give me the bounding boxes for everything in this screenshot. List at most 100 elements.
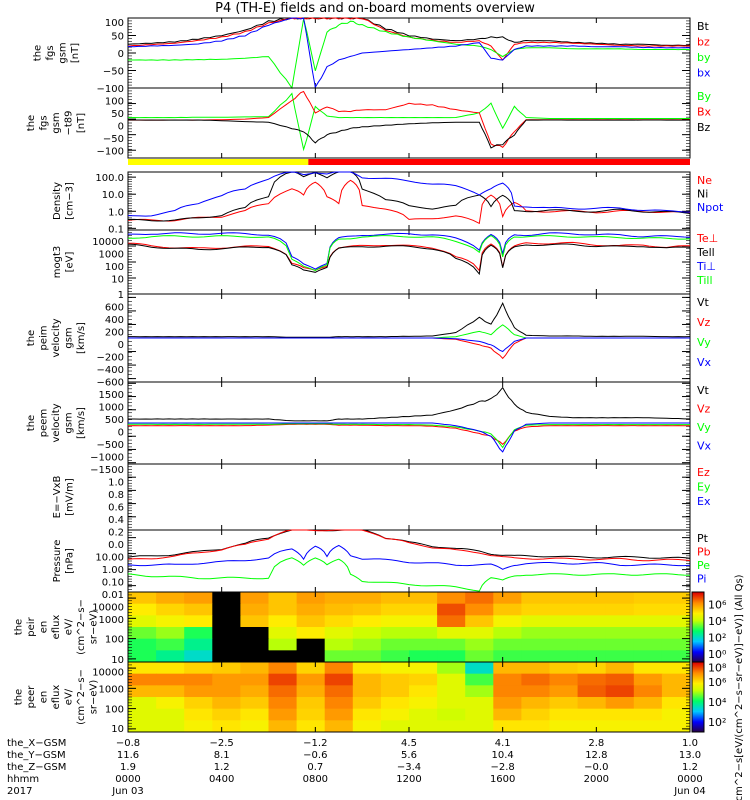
panel-peim_velocity	[128, 301, 691, 360]
spectrogram-cell	[380, 673, 410, 686]
legend-Bt: Bt	[697, 20, 710, 33]
spectrogram-cell	[128, 650, 157, 663]
colorbar-segment	[692, 669, 704, 671]
status-bar-yellow	[128, 159, 309, 165]
x-axis-value: 1200	[396, 774, 421, 785]
colorbar-segment	[692, 628, 704, 630]
colorbar-segment	[692, 703, 704, 705]
colorbar-segment	[692, 690, 704, 692]
y-tick-label: 0.01	[102, 590, 124, 601]
y-tick-label: 0.8	[108, 490, 124, 501]
y-axis-label-line: [nT]	[76, 113, 87, 133]
y-tick-label: −1000	[90, 453, 124, 464]
spectrogram-cell	[661, 592, 691, 605]
legend-Till: Till	[696, 274, 713, 287]
colorbar-segment	[692, 631, 704, 633]
x-axis-value: Jun 03	[111, 786, 144, 797]
spectrogram-cell	[577, 592, 607, 605]
spectrogram-cell	[184, 720, 213, 733]
x-axis-value: Jun 04	[673, 786, 706, 797]
y-axis-label-line: peem	[39, 409, 50, 437]
y-axis-label-line: [nPa]	[64, 548, 75, 574]
y-tick-label: 10.0	[102, 190, 124, 201]
spectrogram-cell	[380, 650, 410, 663]
panel-frame	[127, 529, 691, 593]
spectrogram-cell	[605, 638, 635, 651]
colorbar-segment	[692, 715, 704, 717]
y-tick-label: 1	[118, 290, 124, 301]
spectrogram-cell	[493, 603, 522, 616]
colorbar-segment	[692, 683, 704, 685]
y-tick-label: 0.2	[108, 528, 124, 539]
colorbar-segment	[692, 627, 704, 629]
spectrogram-cell	[128, 673, 157, 686]
x-axis-value: 4.5	[401, 738, 417, 749]
spectrogram-cell	[380, 592, 410, 605]
spectrogram-cell	[661, 708, 691, 721]
legend-Npot: Npot	[697, 201, 724, 214]
spectrogram-cell	[493, 685, 522, 698]
y-tick-label: −400	[97, 365, 124, 376]
colorbar-segment	[692, 617, 704, 619]
y-tick-label: 10.00	[95, 553, 124, 564]
spectrogram-cell	[296, 685, 326, 698]
y-axis-label-line: peim	[39, 325, 50, 350]
spectrogram-cell	[268, 615, 298, 628]
colorbar-segment	[692, 730, 704, 732]
colorbar-segment	[692, 649, 704, 651]
colorbar-segment	[692, 671, 704, 673]
y-tick-label: 0	[118, 428, 124, 439]
y-axis-label-line: [eV]	[64, 252, 75, 273]
spectrogram-cell	[465, 638, 494, 651]
spectrogram-cell	[240, 615, 269, 628]
x-axis-value: −1.2	[303, 738, 327, 749]
spectrogram-cell	[128, 720, 157, 733]
spectrogram-cell	[212, 638, 241, 651]
spectrogram-cell	[296, 603, 326, 616]
colorbar-segment	[692, 622, 704, 624]
colorbar-segment	[692, 646, 704, 648]
spectrogram-cell	[380, 615, 410, 628]
series-line-Bz	[128, 119, 691, 149]
spectrogram-cell	[268, 603, 298, 616]
spectrogram-cell	[409, 615, 438, 628]
y-tick-label: 500	[105, 415, 124, 426]
spectrogram-cell	[212, 720, 241, 733]
x-axis-value: 2.8	[588, 738, 604, 749]
legend-Ni: Ni	[697, 188, 708, 201]
colorbar-segment	[692, 713, 704, 715]
y-axis-label-line: gsm	[64, 327, 75, 348]
spectrogram-cell	[128, 638, 157, 651]
spectrogram-cell	[577, 662, 607, 675]
spectrogram-cell	[156, 603, 185, 616]
spectrogram-cell	[549, 592, 579, 605]
spectrogram-cell	[324, 615, 354, 628]
spectrogram-cell	[380, 685, 410, 698]
colorbar-segment	[692, 714, 704, 716]
colorbar-segment	[692, 608, 704, 610]
colorbar-segment	[692, 672, 704, 674]
spectrogram-cell	[577, 638, 607, 651]
spectrogram-cell	[324, 603, 354, 616]
y-tick-label: −200	[97, 353, 124, 364]
x-axis-value: 0800	[303, 774, 328, 785]
colorbar-segment	[692, 603, 704, 605]
series-line-Vz	[128, 337, 690, 360]
colorbar-segment	[692, 698, 704, 700]
spectrogram-cell	[605, 720, 635, 733]
spectrogram-cell	[633, 720, 663, 733]
legend-bz: bz	[697, 36, 710, 49]
spectrogram-cell	[128, 603, 157, 616]
spectrogram-cell	[661, 650, 691, 663]
colorbar-segment	[692, 685, 704, 687]
spectrogram-cell	[128, 592, 157, 605]
spectrogram-cell	[577, 603, 607, 616]
spectrogram-cell	[577, 720, 607, 733]
colorbar-segment	[692, 679, 704, 681]
spectrogram-cell	[409, 627, 438, 640]
colorbar-segment	[692, 623, 704, 625]
colorbar-segment	[692, 610, 704, 612]
spectrogram-cell	[296, 697, 326, 710]
spectrogram-cell	[493, 650, 522, 663]
series-line-by	[128, 18, 691, 90]
